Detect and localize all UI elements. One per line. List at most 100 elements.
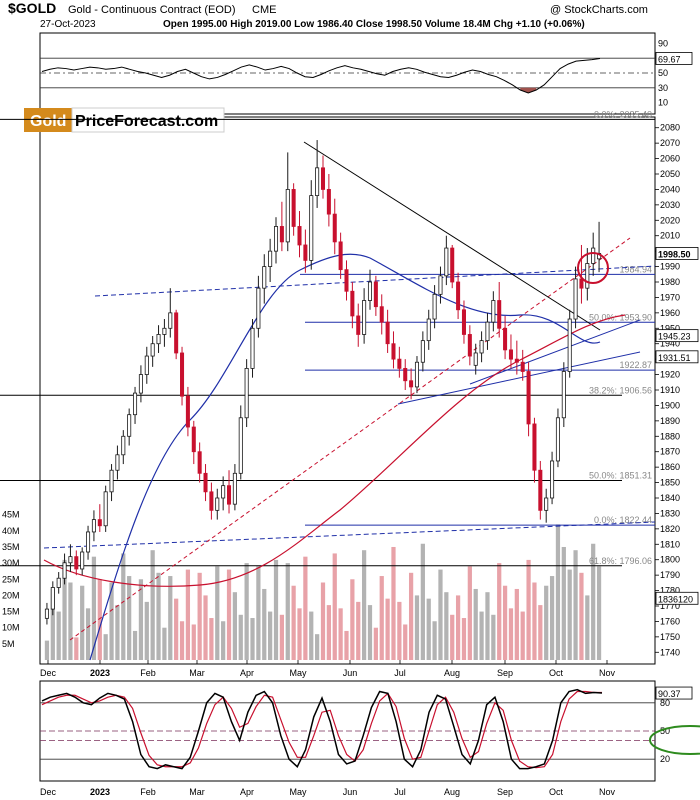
volume-bar	[68, 582, 73, 660]
volume-bar	[391, 546, 396, 660]
candle-body	[532, 423, 537, 471]
blue-support-line	[397, 351, 641, 405]
volume-bar	[385, 598, 390, 660]
candle-body	[91, 519, 96, 533]
red-dashed-trendline	[69, 237, 631, 641]
volume-bar	[132, 630, 138, 660]
stoch-value-label: 90.37	[658, 689, 681, 699]
candle-body	[409, 380, 414, 388]
fib-level-label: 50.0%: 1851.31	[589, 471, 652, 481]
volume-bar	[44, 640, 50, 660]
volume-bar	[467, 566, 472, 660]
volume-bar	[121, 553, 126, 660]
candle-body	[456, 281, 461, 311]
volume-bar	[356, 601, 361, 660]
candle-body	[80, 551, 85, 570]
x-tick-label: 2023	[90, 668, 110, 678]
price-tick-label: 1940	[660, 339, 680, 349]
stoch-x-tick-label: May	[289, 787, 307, 797]
candle-body	[244, 367, 249, 419]
price-tick-label: 1850	[660, 478, 680, 488]
stoch-x-tick-label: Oct	[549, 787, 564, 797]
candle-body	[320, 167, 326, 190]
price-tick-label: 2080	[660, 123, 680, 133]
volume-bar	[520, 611, 525, 660]
volume-bar	[432, 621, 437, 660]
symbol-description: Gold - Continuous Contract (EOD)	[68, 4, 236, 16]
candle-body	[285, 189, 290, 243]
price-tick-label: 2010	[660, 231, 680, 241]
volume-tick-label: 45M	[2, 510, 20, 520]
volume-tick-label: 10M	[2, 623, 20, 633]
candle-body	[309, 195, 314, 261]
fib-level-label: 1922.87	[619, 360, 652, 370]
stoch-x-tick-label: Feb	[140, 787, 156, 797]
candle-body	[520, 361, 525, 372]
candle-body	[273, 226, 279, 252]
price-tick-label: 2060	[660, 154, 680, 164]
volume-bar	[373, 627, 378, 660]
volume-bar	[127, 576, 132, 660]
candle-body	[127, 414, 132, 437]
blue-moving-average	[89, 253, 601, 661]
candle-body	[491, 300, 496, 323]
price-tick-label: 1880	[660, 431, 680, 441]
volume-bar	[209, 618, 214, 660]
volume-bar	[268, 611, 273, 660]
blue-channel-line	[469, 319, 641, 385]
black-downtrend-line	[303, 141, 601, 331]
volume-bar	[502, 585, 508, 660]
volume-bar	[168, 576, 173, 660]
x-axis: Dec 2023 Feb Mar Apr May Jun Jul Aug Sep Oct Nov	[40, 660, 616, 678]
volume-bar	[256, 566, 261, 660]
candle-body	[121, 435, 126, 456]
fib-level-label: 0.0%: 2085.40	[594, 109, 652, 119]
candle-body	[338, 241, 343, 271]
stoch-x-tick-label: Sep	[497, 787, 513, 797]
candle-body	[174, 312, 179, 354]
candle-body	[103, 491, 108, 527]
upper-blue-dashed-trendline	[94, 265, 656, 297]
volume-bar	[273, 559, 279, 660]
rsi-value-tag	[655, 52, 693, 65]
volume-bar	[144, 601, 149, 660]
candle-body	[291, 189, 296, 227]
volume-tick-label: 35M	[2, 542, 20, 552]
watermark: @ StockCharts.com	[550, 4, 648, 16]
ohlc-summary: Open 1995.00 High 2019.00 Low 1986.40 Cl…	[163, 19, 585, 30]
highlight-circle	[577, 252, 609, 284]
x-tick-label: Oct	[549, 668, 564, 678]
volume-bar	[379, 576, 384, 660]
price-tick-label: 1890	[660, 416, 680, 426]
candle-body	[209, 491, 214, 511]
volume-bar	[585, 595, 590, 660]
candle-body	[68, 556, 73, 564]
candle-body	[438, 275, 443, 295]
price-tick-label: 1860	[660, 462, 680, 472]
volume-bar	[74, 637, 79, 660]
x-tick-label: Nov	[599, 668, 616, 678]
gold-price-forecast-logo: Gold PriceForecast.com	[24, 107, 225, 133]
candle-body	[326, 189, 331, 215]
price-tick-label: 1910	[660, 385, 680, 395]
volume-bar	[162, 627, 167, 660]
price-tick-label: 1750	[660, 632, 680, 642]
candle-body	[467, 334, 472, 357]
stoch-x-tick-label: Aug	[444, 787, 460, 797]
volume-bar	[326, 605, 331, 660]
volume-bar	[579, 572, 584, 660]
x-tick-label: May	[289, 668, 307, 678]
price-tick-label: 1960	[660, 308, 680, 318]
volume-bar	[444, 592, 449, 660]
rsi-line	[41, 57, 601, 94]
x-tick-label: Apr	[240, 668, 254, 678]
volume-bar	[596, 566, 602, 660]
candle-body	[526, 371, 531, 425]
price-tag-label: 1945.23	[658, 332, 691, 342]
candle-body	[256, 287, 261, 329]
price-tick-label: 1870	[660, 447, 680, 457]
volume-bar	[232, 592, 238, 660]
volume-tick-label: 25M	[2, 574, 20, 584]
candle-body	[567, 318, 572, 372]
